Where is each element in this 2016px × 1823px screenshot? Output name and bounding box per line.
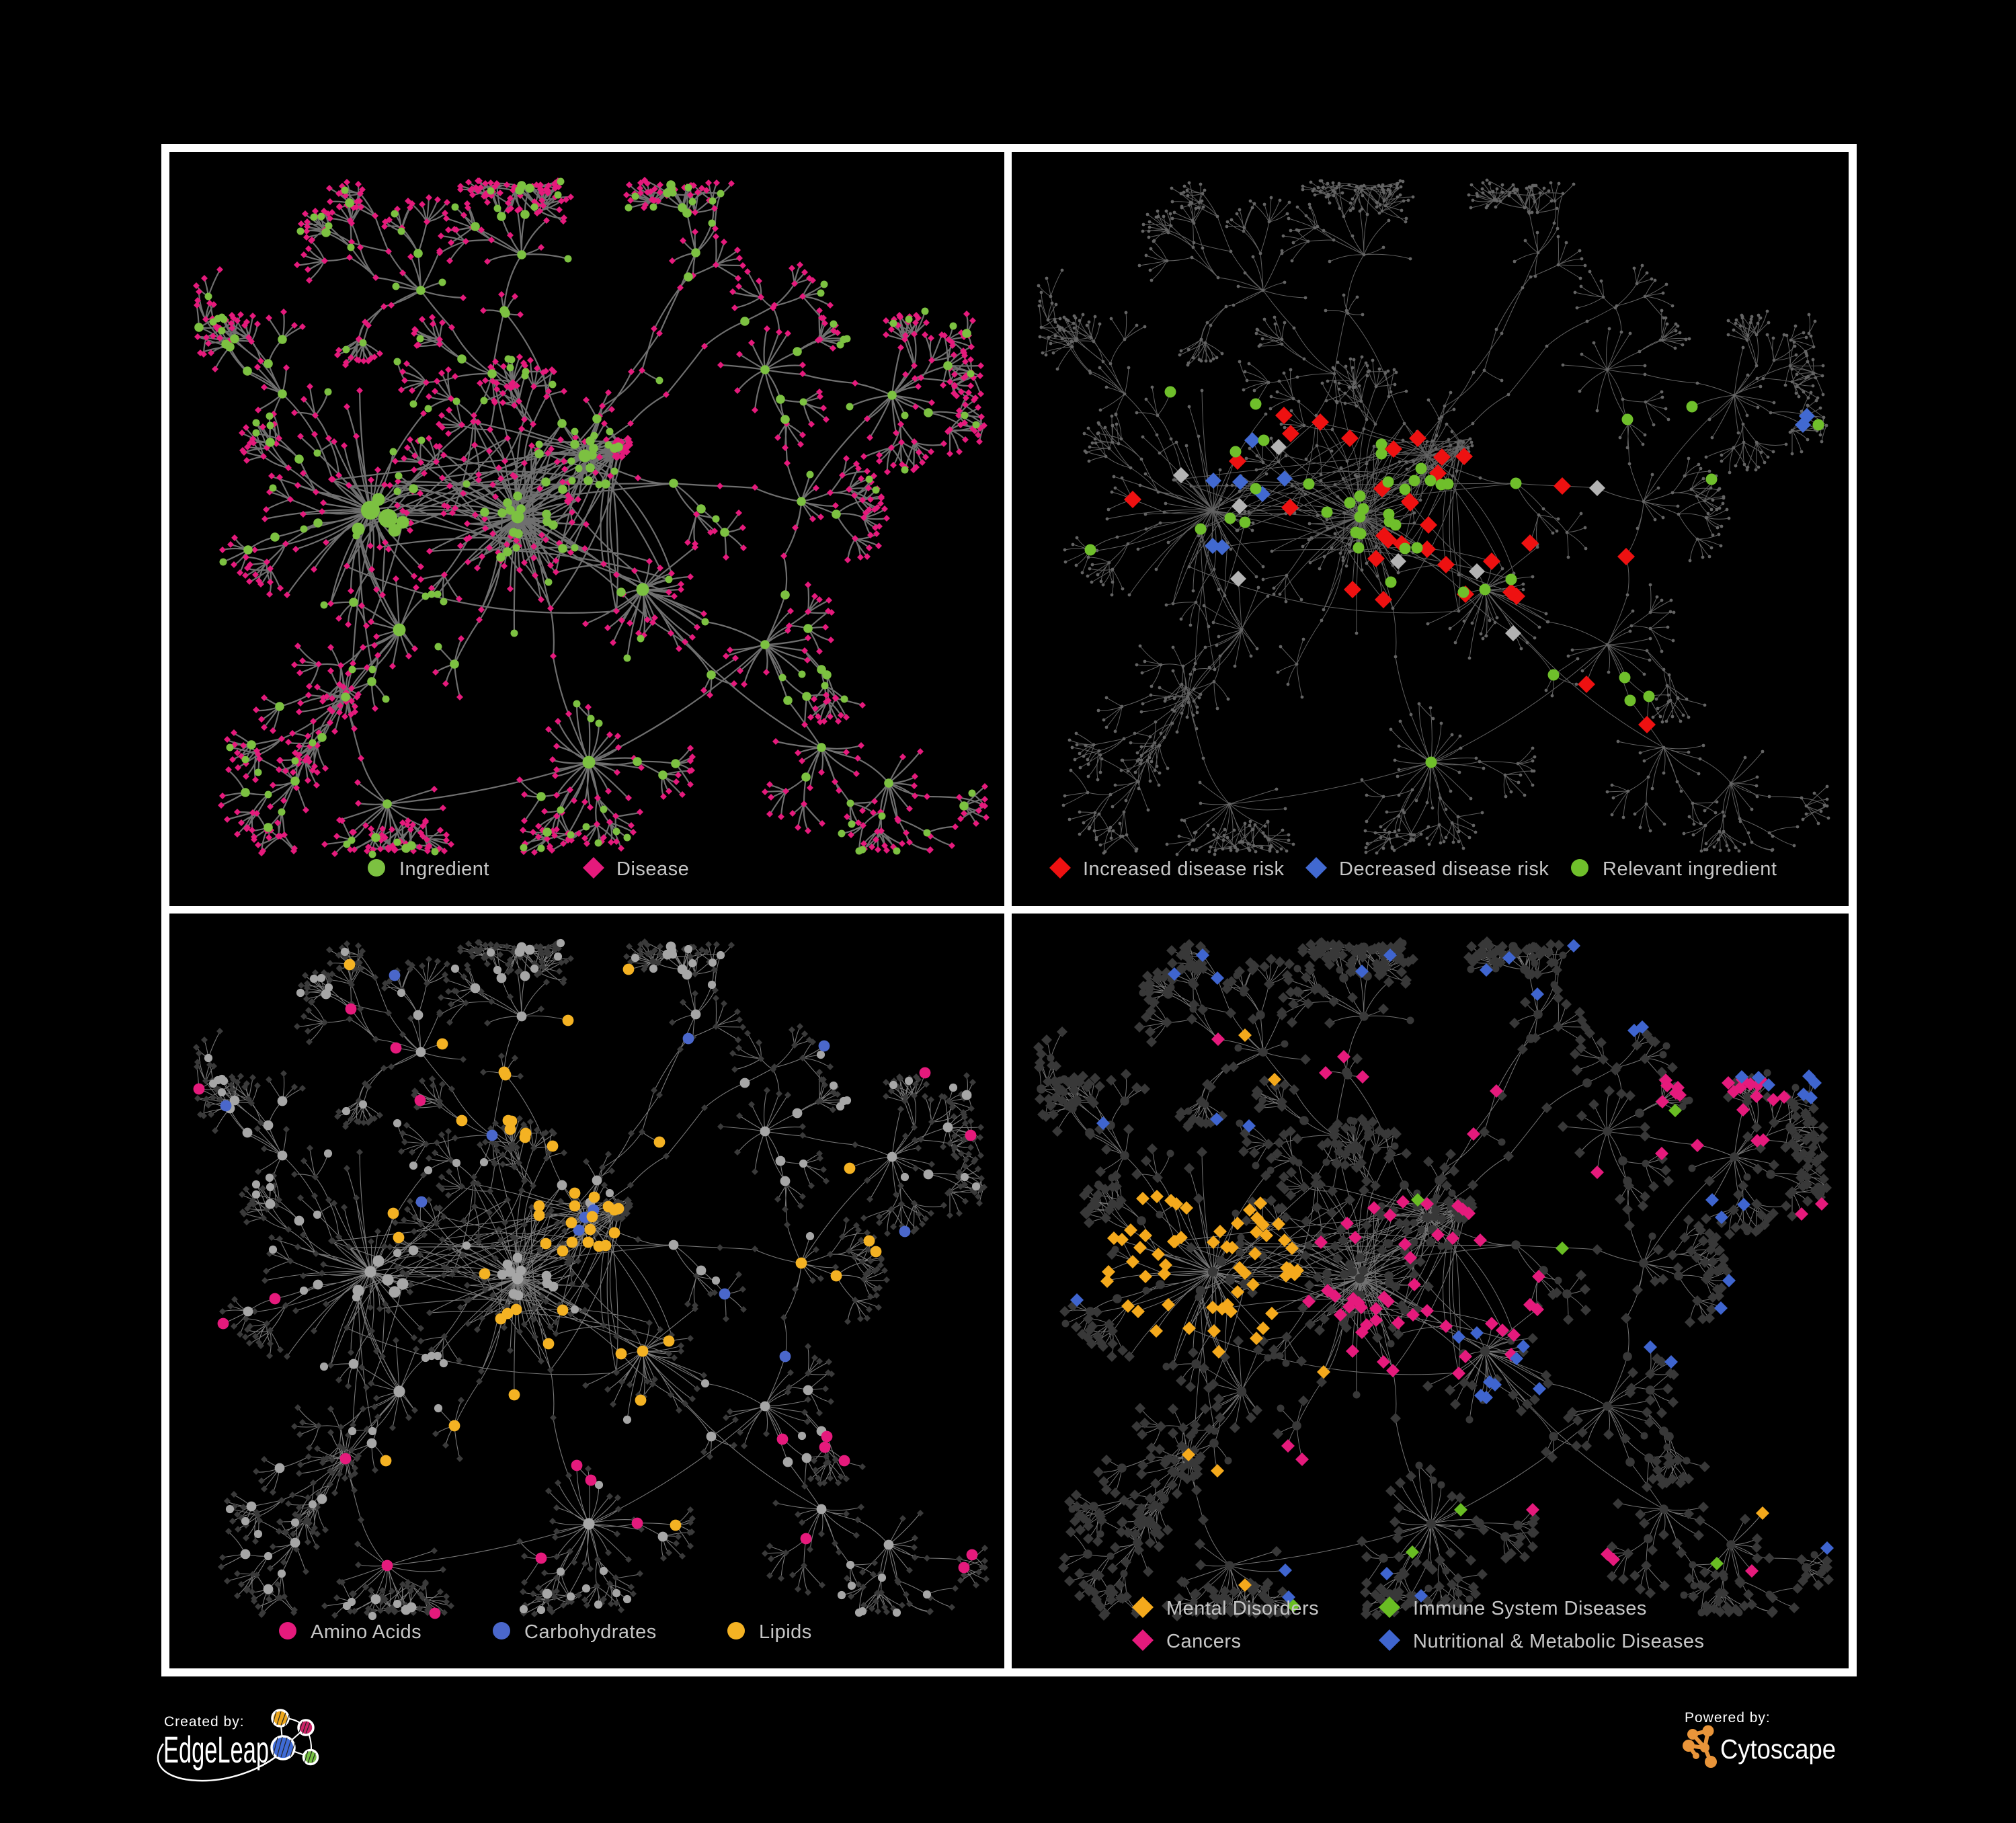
svg-text:Amino Acids: Amino Acids (311, 1621, 421, 1643)
svg-text:Created by:: Created by: (164, 1714, 245, 1730)
svg-text:Cytoscape: Cytoscape (1720, 1734, 1836, 1765)
svg-text:Disease: Disease (616, 858, 689, 880)
svg-text:Immune System Diseases: Immune System Diseases (1413, 1598, 1647, 1619)
svg-text:Increased disease risk: Increased disease risk (1083, 858, 1285, 880)
svg-text:Relevant ingredient: Relevant ingredient (1603, 858, 1777, 880)
svg-text:Decreased disease risk: Decreased disease risk (1339, 858, 1549, 880)
svg-text:Carbohydrates: Carbohydrates (524, 1621, 657, 1643)
svg-text:EdgeLeap: EdgeLeap (163, 1728, 269, 1771)
svg-text:Cancers: Cancers (1166, 1631, 1242, 1652)
svg-text:Mental Disorders: Mental Disorders (1166, 1598, 1319, 1619)
svg-text:Lipids: Lipids (759, 1621, 812, 1643)
svg-text:Nutritional & Metabolic Diseas: Nutritional & Metabolic Diseases (1413, 1631, 1704, 1652)
svg-text:Ingredient: Ingredient (399, 858, 489, 880)
svg-text:Powered by:: Powered by: (1685, 1710, 1771, 1726)
